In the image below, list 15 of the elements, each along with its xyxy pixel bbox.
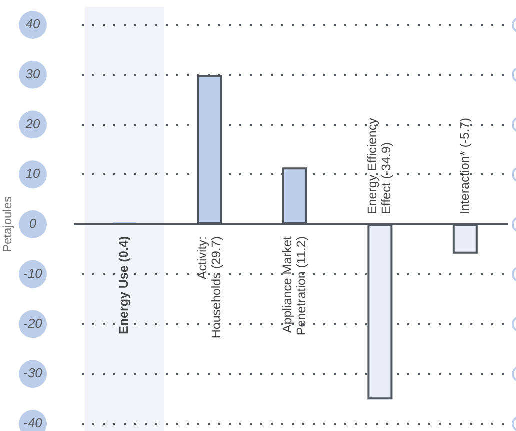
- y-tick-label: -20: [24, 316, 44, 331]
- x-tick-label: Appliance Market Penetration (11.2): [280, 236, 308, 336]
- x-tick-label: Energy Use (0.4): [117, 236, 132, 334]
- y-tick-label: -40: [24, 416, 44, 431]
- x-tick-label: Interaction* (-5.7): [458, 118, 472, 214]
- y-axis-title: Petajoules: [0, 196, 14, 253]
- y-tick-label: -10: [24, 266, 44, 281]
- x-tick-label: Activity: Households (29.7): [195, 236, 224, 339]
- y-tick-label: 0: [29, 216, 38, 232]
- y-tick-label: 10: [26, 166, 41, 182]
- y-tick-label: -30: [24, 366, 44, 381]
- y-tick-label: 40: [26, 16, 41, 32]
- x-tick-label: Energy Efficiency Effect (-34.9): [366, 117, 394, 214]
- y-tick-label: 20: [24, 116, 41, 132]
- y-tick-label: 30: [26, 66, 41, 82]
